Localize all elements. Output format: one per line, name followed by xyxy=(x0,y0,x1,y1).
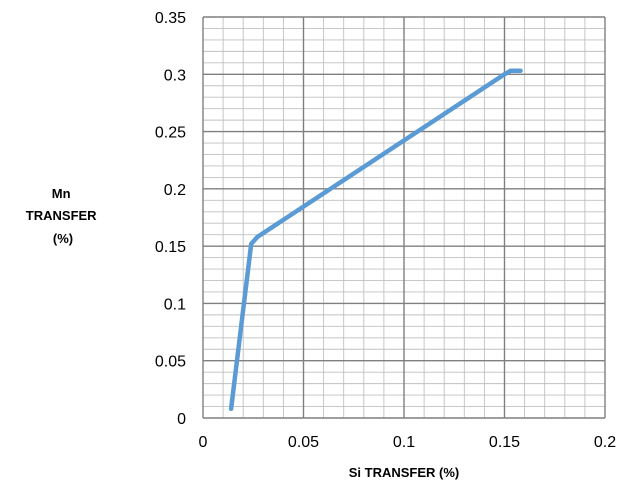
y-tick-labels: 0 0.05 0.1 0.15 0.2 0.25 0.3 0.35 xyxy=(155,10,186,428)
x-tick-label: 0 xyxy=(199,434,208,451)
y-tick-label: 0.05 xyxy=(155,354,186,371)
y-axis-title: Mn TRANSFER (%) xyxy=(26,186,100,246)
x-tick-labels: 0 0.05 0.1 0.15 0.2 xyxy=(199,434,617,451)
series-layer xyxy=(228,68,523,412)
y-tick-label: 0.25 xyxy=(155,125,186,142)
y-tick-label: 0 xyxy=(177,411,186,428)
y-tick-label: 0.1 xyxy=(164,296,186,313)
y-tick-label: 0.3 xyxy=(164,67,186,84)
series-line xyxy=(228,68,523,412)
y-tick-label: 0.2 xyxy=(164,182,186,199)
x-tick-label: 0.2 xyxy=(594,434,616,451)
x-axis-title: Si TRANSFER (%) xyxy=(349,465,460,480)
y-axis-title-line-2: TRANSFER xyxy=(26,208,97,223)
y-tick-label: 0.35 xyxy=(155,10,186,27)
y-axis-title-line-1: Mn xyxy=(52,186,71,201)
y-axis-title-line-3: (%) xyxy=(53,231,73,246)
x-tick-label: 0.1 xyxy=(393,434,415,451)
major-gridlines xyxy=(202,16,606,419)
x-tick-label: 0.05 xyxy=(288,434,319,451)
y-tick-label: 0.15 xyxy=(155,239,186,256)
x-tick-label: 0.15 xyxy=(489,434,520,451)
